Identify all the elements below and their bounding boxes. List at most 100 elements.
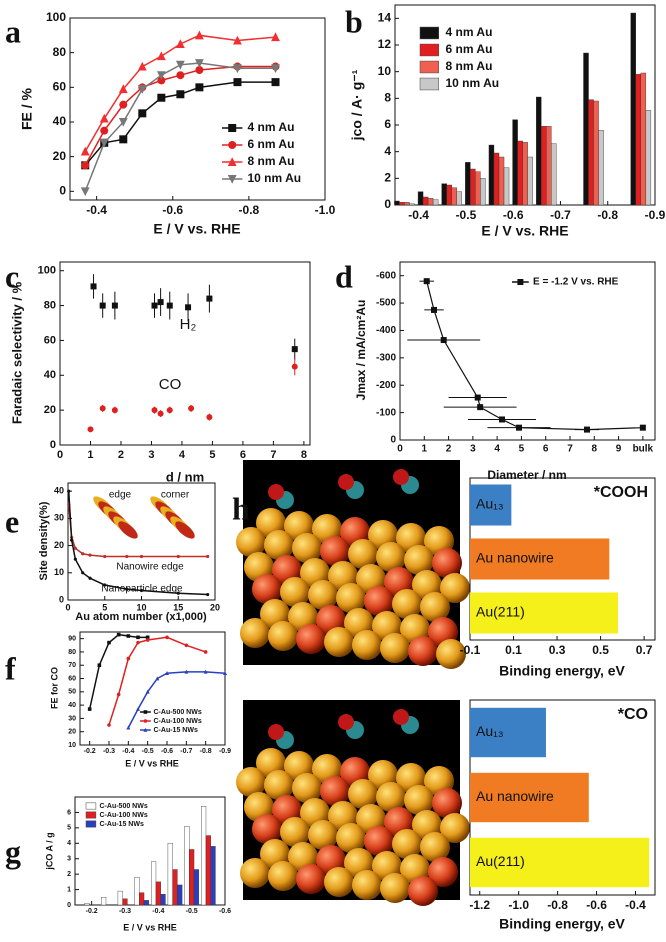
panel-label: e [5, 503, 19, 539]
legend-label: 4 nm Au [248, 120, 295, 134]
atom [404, 785, 434, 815]
nanowire-icon [118, 521, 138, 539]
adsorbate [338, 714, 354, 730]
legend-label: C-Au-500 NWs [100, 803, 148, 810]
atom [252, 814, 282, 844]
bar [193, 869, 199, 906]
marker [157, 76, 166, 85]
y-tick-label: 70 [68, 662, 76, 669]
marker [87, 707, 92, 711]
x-tick-label: 6 [543, 444, 549, 455]
x-tick-label: -1.2 [469, 898, 490, 912]
bar [422, 196, 429, 206]
plot-frame [59, 261, 311, 446]
bar [210, 846, 216, 906]
marker [67, 489, 71, 493]
y-tick-label: 20 [44, 404, 56, 416]
bar [205, 835, 211, 906]
panel-label: d [335, 258, 353, 294]
marker [206, 592, 210, 597]
atom [336, 583, 366, 613]
legend-swatch [419, 60, 439, 74]
legend-label: 8 nm Au [446, 59, 493, 73]
atom [432, 548, 462, 578]
marker [126, 656, 131, 661]
annotation: H₂ [180, 316, 197, 333]
y-axis-label: FE for CO [49, 667, 59, 709]
marker [73, 546, 77, 550]
x-axis-label: Binding energy, eV [499, 916, 625, 932]
marker [119, 100, 128, 109]
y-tick-label: -400 [376, 325, 396, 336]
adsorbate [268, 484, 284, 500]
legend-label: E = -1.2 V vs. RHE [533, 277, 619, 288]
marker [157, 410, 164, 417]
y-axis-label: jco / A· g⁻¹ [349, 69, 365, 141]
marker [81, 571, 85, 575]
y-tick-label: 2 [67, 871, 71, 878]
x-tick-label: 2 [446, 444, 452, 455]
marker [271, 64, 280, 74]
bar [427, 198, 434, 206]
x-tick-label: 9 [616, 444, 622, 455]
marker [118, 118, 128, 127]
marker [119, 135, 128, 144]
x-tick-label: -0.3 [103, 748, 115, 755]
marker [639, 424, 646, 431]
y-axis-label: Jmax / mA/cm²Au [354, 300, 368, 401]
plot-frame [69, 17, 326, 201]
y-axis-label: Faradaic selectivity / % [9, 281, 24, 424]
marker [136, 706, 140, 711]
bar [134, 877, 140, 906]
y-tick-label: 20 [54, 540, 64, 550]
atom [440, 573, 470, 603]
y-tick-label: 3 [67, 856, 71, 863]
y-tick-label: -500 [376, 298, 396, 309]
x-tick-label: 6 [240, 449, 246, 461]
x-tick-label: -0.8 [547, 898, 568, 912]
marker [188, 405, 195, 412]
panel-label: b [345, 3, 363, 39]
atom [376, 782, 406, 812]
marker [87, 426, 94, 433]
panel-label: f [5, 650, 16, 686]
atom [392, 589, 422, 619]
y-tick-label: 10 [378, 64, 392, 78]
marker [90, 283, 97, 290]
marker [73, 557, 77, 561]
x-tick-label: 4 [179, 449, 186, 461]
marker [143, 710, 148, 714]
marker [517, 279, 524, 285]
bar [84, 903, 90, 906]
atom [236, 767, 266, 797]
marker [143, 727, 148, 732]
atom [336, 823, 366, 853]
marker [233, 78, 242, 87]
marker [176, 554, 180, 559]
marker [136, 635, 140, 640]
atom [352, 870, 382, 900]
x-tick-label: -0.6 [162, 203, 183, 217]
marker [139, 588, 144, 593]
x-axis-label: E / V vs RHE [125, 758, 179, 768]
bar [488, 144, 495, 206]
marker [184, 643, 189, 648]
marker [185, 304, 192, 311]
atom [292, 533, 322, 563]
x-tick-label: -0.4 [122, 748, 134, 755]
x-tick-label: -0.2 [84, 748, 96, 755]
x-tick-label: -0.5 [186, 908, 198, 915]
x-tick-label: 0.3 [549, 643, 566, 657]
y-tick-label: 4 [67, 840, 71, 847]
marker [233, 35, 242, 45]
marker [97, 663, 102, 668]
x-tick-label: 20 [210, 602, 220, 612]
y-tick-label: 60 [53, 80, 67, 94]
adsorbate [393, 709, 409, 725]
bar [451, 187, 457, 206]
x-tick-label: 5 [209, 449, 215, 461]
y-tick-label: 50 [68, 689, 76, 696]
bar [541, 126, 547, 206]
x-tick-label: -0.9 [645, 208, 666, 222]
marker [99, 138, 109, 148]
